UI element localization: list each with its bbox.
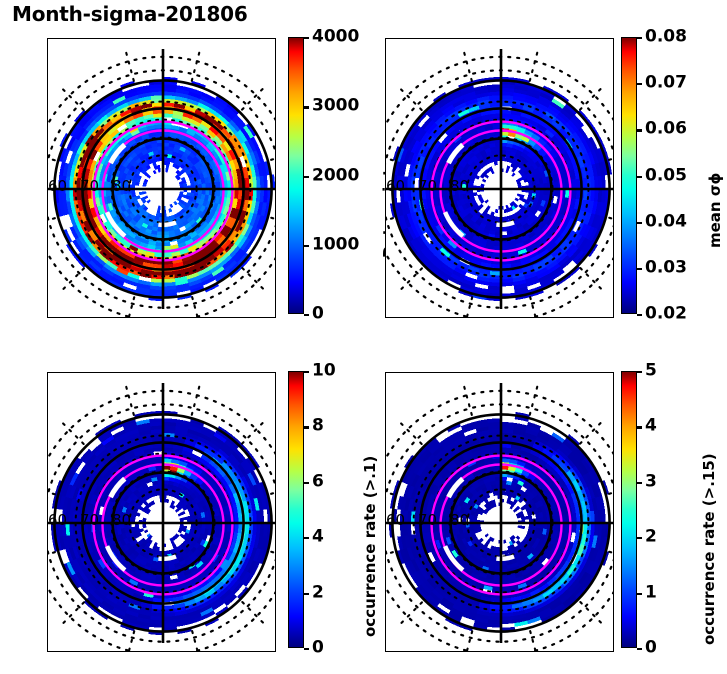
- lat-label-80-tl: 80: [112, 177, 132, 195]
- cbar-tick-tl-0: [304, 314, 309, 317]
- lat-label-70-tl: 70: [80, 177, 100, 195]
- cbar-tick-br-1: [637, 592, 642, 595]
- colorbar-title-occurrence-rate-015: occurrence rate (>.15): [700, 453, 718, 645]
- lat-label-60-br: 60: [386, 511, 406, 529]
- cbar-tick-bl-0: [304, 648, 309, 651]
- cbar-tick-tl-4: [304, 37, 309, 40]
- cbar-label-br-1: 1: [645, 582, 657, 603]
- cbar-tick-tr-2: [637, 221, 642, 224]
- panel-frame-top-left: [47, 38, 276, 318]
- cbar-tick-br-3: [637, 481, 642, 485]
- cbar-tick-br-4: [637, 426, 642, 429]
- cbar-label-tl-4: 4000: [312, 26, 360, 47]
- cbar-tick-tl-2: [304, 175, 309, 178]
- cbar-label-tr-3: 0.05: [645, 165, 687, 185]
- cbar-tick-bl-5: [304, 371, 309, 374]
- cbar-label-br-5: 5: [645, 360, 657, 381]
- colorbar-title-mean-sigma-phi: mean σϕ: [706, 172, 724, 248]
- lat-label-70-tr: 70: [418, 177, 438, 195]
- cbar-label-tr-6: 0.08: [645, 26, 687, 47]
- lat-label-80-bl: 80: [112, 511, 132, 529]
- cbar-label-bl-4: 8: [312, 415, 324, 436]
- cbar-tick-br-2: [637, 537, 642, 540]
- cbar-tick-bl-1: [304, 592, 309, 595]
- cbar-tick-bl-4: [304, 426, 309, 429]
- cbar-tick-tl-3: [304, 106, 309, 109]
- cbar-tick-bl-2: [304, 537, 309, 540]
- colorbar-strip-top-left: [288, 37, 304, 314]
- figure-title: Month-sigma-201806: [12, 2, 248, 26]
- cbar-tick-br-0: [637, 648, 642, 651]
- cbar-label-tl-3: 3000: [312, 95, 360, 116]
- cbar-label-bl-2: 4: [312, 526, 324, 547]
- polar-plot-top-left: [48, 39, 275, 317]
- panel-bottom-right: 60 70 80: [385, 372, 614, 652]
- cbar-label-bl-3: 6: [312, 471, 324, 492]
- lat-label-70-bl: 70: [80, 511, 100, 529]
- cbar-label-bl-5: 10: [312, 360, 336, 381]
- colorbar-title-occurrence-rate-01: occurrence rate (>.1): [361, 455, 379, 637]
- cbar-tick-tr-3: [637, 175, 642, 178]
- colorbar-bottom-right: 0 1 2 3 4 5: [621, 362, 657, 656]
- cbar-tick-tl-1: [304, 244, 309, 248]
- cbar-tick-tr-0: [637, 314, 642, 317]
- panel-frame-top-right: [385, 38, 614, 318]
- cbar-label-tr-2: 0.04: [645, 211, 687, 232]
- cbar-label-bl-1: 2: [312, 582, 324, 603]
- colorbar-strip-top-right: [621, 37, 637, 314]
- cbar-label-tr-0: 0.02: [645, 303, 687, 324]
- colorbar-top-right: 0.02 0.03 0.04 0.05 0.06 0.07 0.08: [621, 28, 687, 322]
- lat-label-60-tl: 60: [48, 177, 68, 195]
- lat-label-80-br: 80: [450, 511, 470, 529]
- lat-label-60-bl: 60: [48, 511, 68, 529]
- panel-frame-bottom-left: [47, 372, 276, 652]
- panel-frame-bottom-right: [385, 372, 614, 652]
- cbar-label-tl-2: 2000: [312, 165, 360, 185]
- cbar-label-br-2: 2: [645, 526, 657, 547]
- cbar-label-br-3: 3: [645, 471, 657, 492]
- cbar-tick-bl-3: [304, 481, 309, 485]
- polar-plot-bottom-right: [386, 373, 613, 651]
- cbar-label-tr-1: 0.03: [645, 257, 687, 278]
- polar-plot-bottom-left: [48, 373, 275, 651]
- cbar-tick-tr-1: [637, 267, 642, 271]
- cbar-label-br-4: 4: [645, 415, 657, 436]
- polar-plot-top-right: [386, 39, 613, 317]
- panel-top-right: 60 70 80: [385, 38, 614, 318]
- panel-bottom-left: 60 70 80: [47, 372, 276, 652]
- cbar-label-tr-5: 0.07: [645, 72, 687, 93]
- colorbar-strip-bottom-left: [288, 371, 304, 648]
- colorbar-bottom-left: 0 2 4 6 8 10: [288, 362, 336, 656]
- cbar-label-tl-0: 0: [312, 303, 324, 324]
- lat-label-60-tr: 60: [386, 177, 406, 195]
- cbar-tick-tr-5: [637, 83, 642, 86]
- lat-label-80-tr: 80: [450, 177, 470, 195]
- cbar-label-tl-1: 1000: [312, 234, 360, 255]
- cbar-tick-tr-6: [637, 37, 642, 40]
- colorbar-strip-bottom-right: [621, 371, 637, 648]
- cbar-tick-tr-4: [637, 129, 642, 132]
- colorbar-top-left: 0 1000 2000 3000 4000: [288, 28, 359, 322]
- cbar-tick-br-5: [637, 371, 642, 374]
- panel-top-left: 60 70 80: [47, 38, 276, 318]
- lat-label-70-br: 70: [418, 511, 438, 529]
- cbar-label-tr-4: 0.06: [645, 118, 687, 139]
- cbar-label-bl-0: 0: [312, 637, 324, 658]
- cbar-label-br-0: 0: [645, 637, 657, 658]
